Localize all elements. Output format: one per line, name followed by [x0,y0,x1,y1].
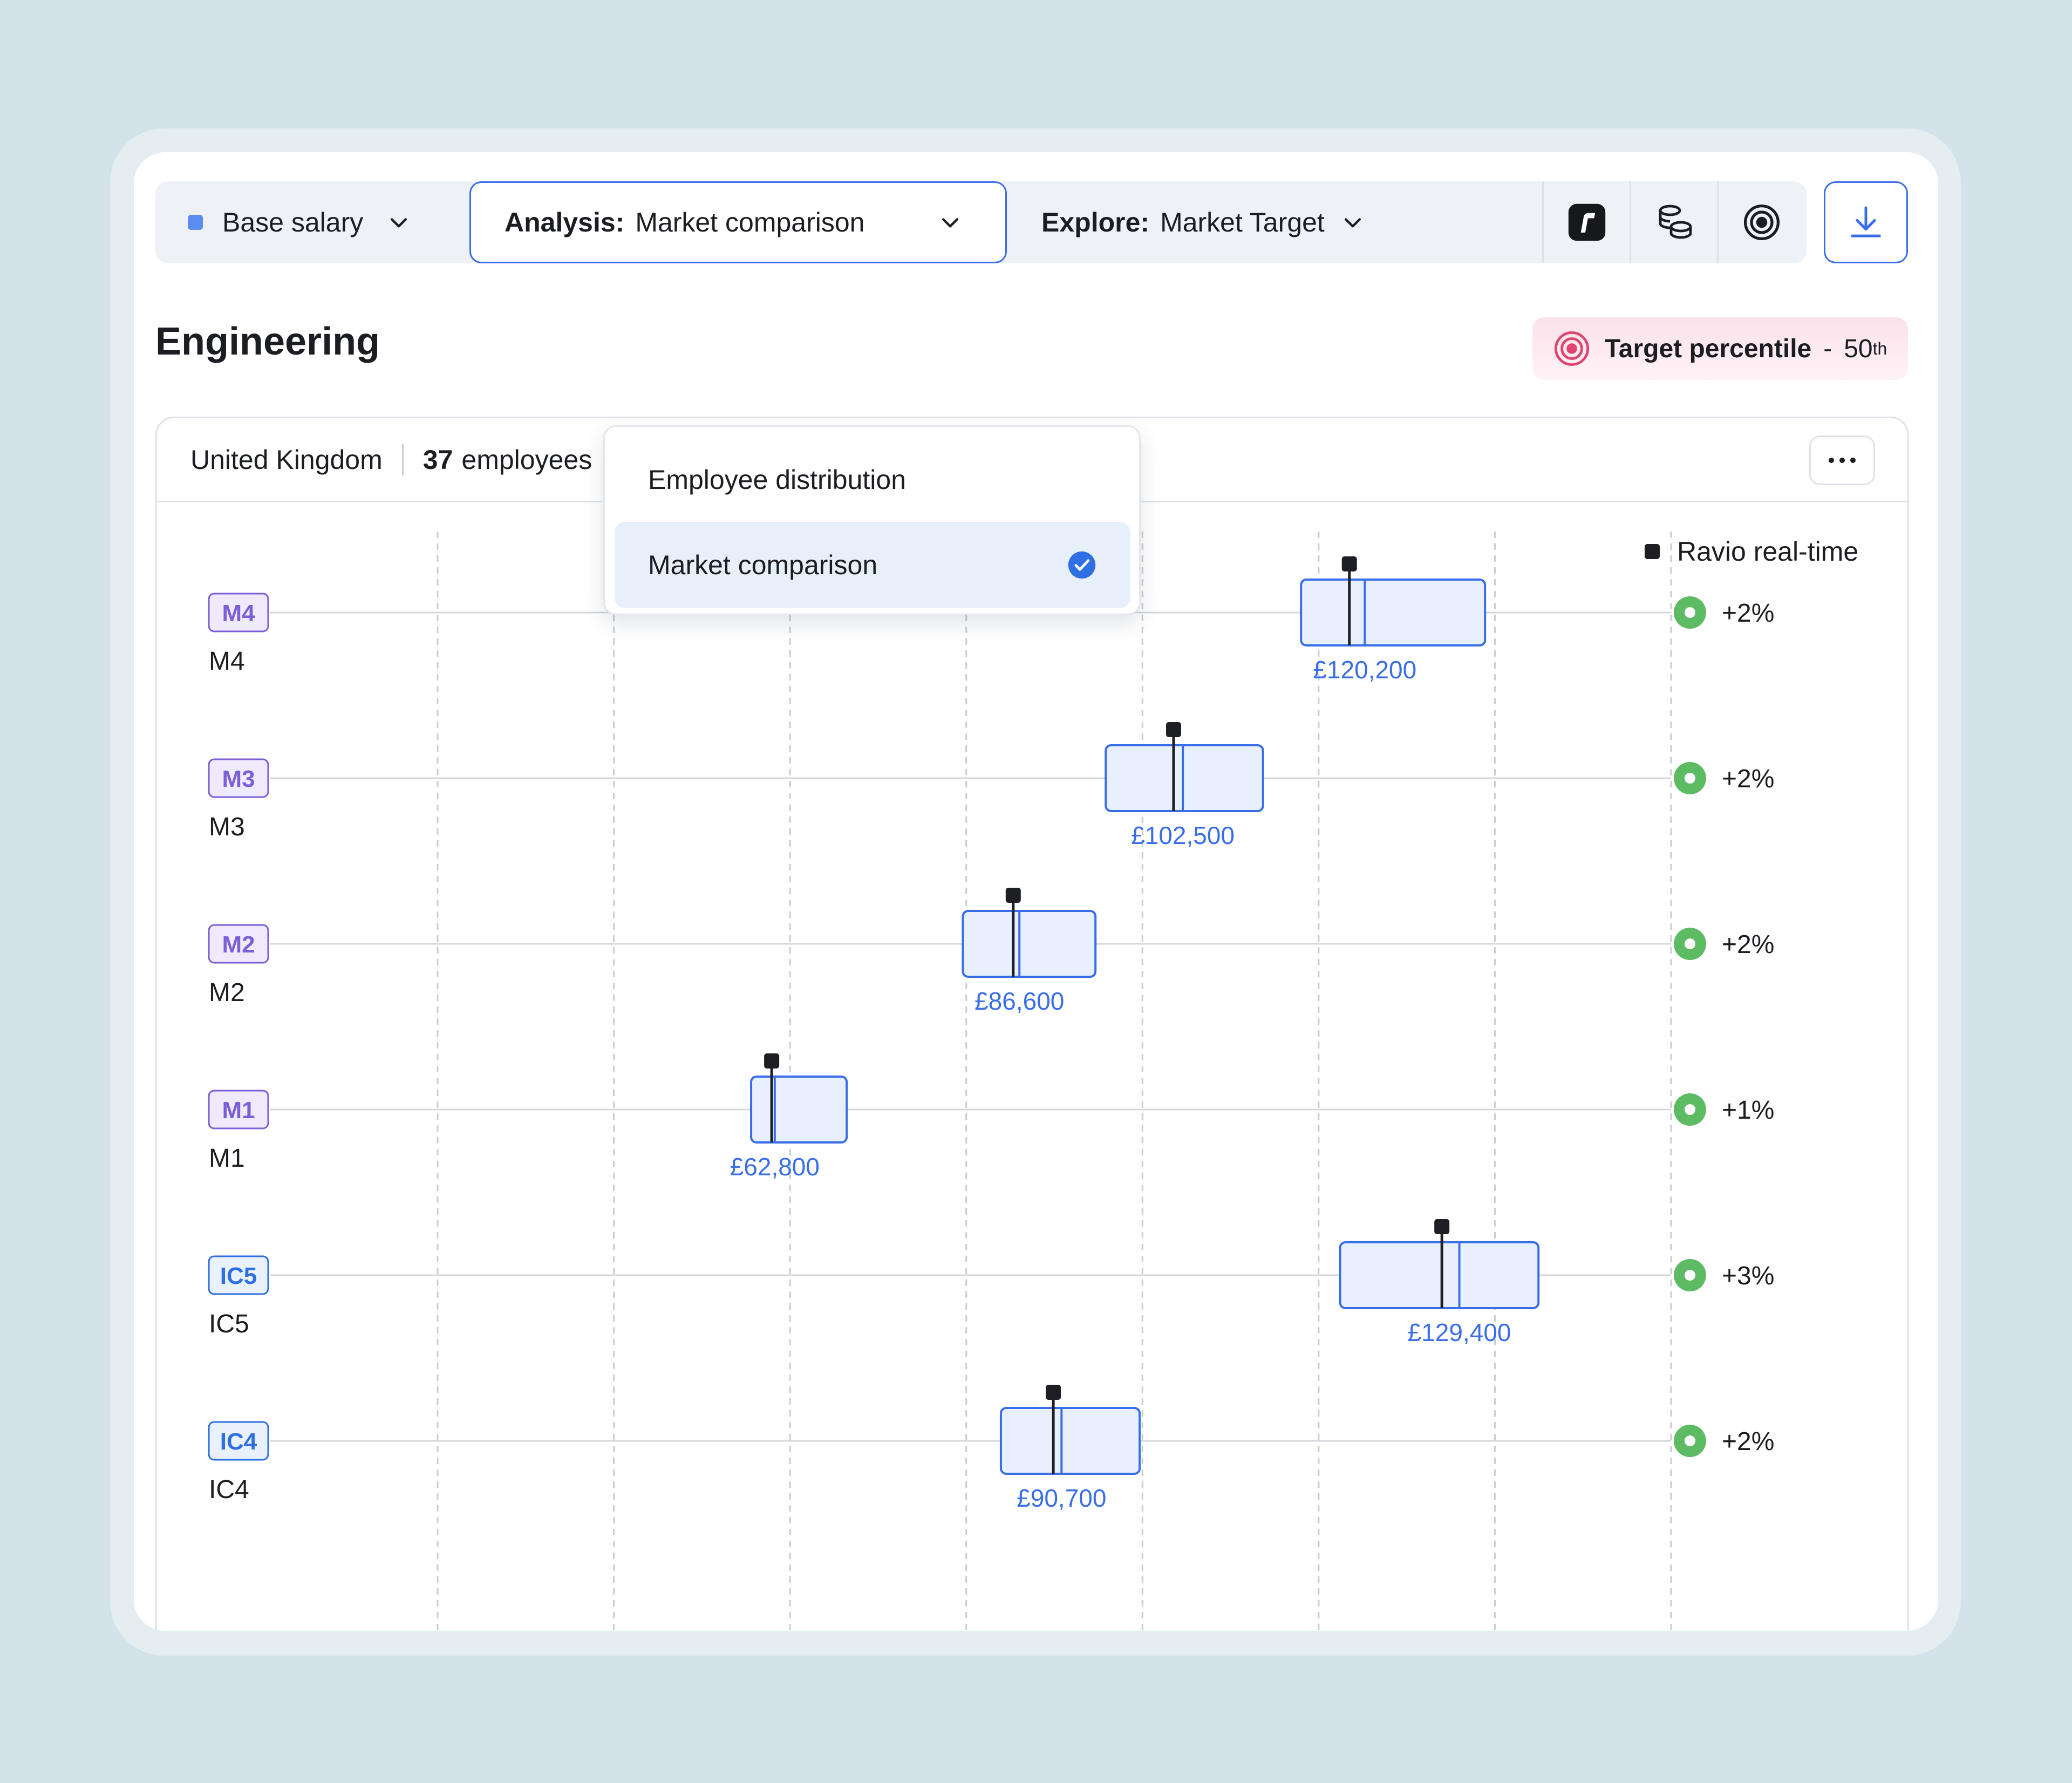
level-label: M4 [209,647,245,676]
delta-value: +1% [1722,1096,1774,1125]
toolbar: Base salary Analysis: Market comparison … [155,181,1807,263]
boxplot-chart: M4 M4 £120,200 +2% M3 M3 £102,500 +2% M2 M2 £86,60… [208,532,1774,1631]
box [1300,579,1487,646]
status-good-icon-dot [1685,607,1695,618]
chevron-down-icon [1344,218,1361,228]
download-button[interactable] [1824,181,1908,263]
metric-selector[interactable]: Base salary [188,181,411,263]
delta-value: +2% [1722,765,1774,793]
status-good-icon-dot [1685,1270,1695,1281]
employee-count: 37 [422,444,453,475]
level-label: IC4 [209,1475,249,1504]
chart-legend: Ravio real-time [1645,536,1858,567]
more-horizontal-icon [1829,458,1856,463]
target-suffix: th [1872,338,1887,358]
median-value-label: £120,200 [1313,656,1416,684]
dropdown-item-employee-distribution[interactable]: Employee distribution [615,437,1130,523]
analysis-prefix: Analysis: [505,207,625,237]
level-tag [208,758,269,798]
median-value-label: £102,500 [1131,821,1235,849]
level-label: M1 [209,1144,245,1173]
status-good-icon-dot [1685,1104,1695,1115]
coins-button[interactable] [1630,181,1717,263]
explore-selector[interactable]: Explore: Market Target [1041,181,1365,263]
app-card: Base salary Analysis: Market comparison … [134,152,1938,1631]
level-tag [208,924,269,964]
median-value-label: £62,800 [730,1153,820,1181]
explore-value: Market Target [1160,207,1325,237]
analysis-value: Market comparison [635,207,865,237]
level-tag-text: M2 [222,931,255,958]
more-options-button[interactable] [1809,435,1875,485]
country-label: United Kingdom [190,444,383,475]
legend-swatch [1645,544,1660,559]
level-tag-text: IC4 [220,1428,257,1455]
median-value-label: £90,700 [1017,1484,1106,1512]
box [999,1407,1141,1475]
coins-icon [1659,205,1692,239]
delta-value: +2% [1722,1427,1774,1456]
realtime-marker [1046,1385,1061,1400]
target-label: Target percentile [1605,334,1812,363]
realtime-marker [1166,722,1181,737]
analysis-dropdown-menu: Employee distribution Market comparison [603,425,1141,615]
level-tag [208,1421,269,1461]
header-divider [401,444,404,475]
box [1339,1241,1540,1309]
delta-value: +2% [1722,930,1774,959]
analysis-selector[interactable]: Analysis: Market comparison [469,181,1007,263]
status-good-icon-dot [1685,1435,1695,1446]
box [750,1076,848,1144]
chevron-down-icon [942,218,959,228]
level-tag-text: IC5 [220,1263,257,1289]
ravio-logo-icon [1568,203,1605,241]
level-tag [208,593,269,632]
realtime-marker [1005,888,1021,903]
box [962,910,1097,978]
target-icon [1554,331,1590,366]
status-good-icon-dot [1685,773,1695,784]
box [1105,744,1264,812]
level-tag [208,1090,269,1129]
chevron-down-icon [391,218,407,228]
median-value-label: £129,400 [1408,1318,1511,1346]
explore-prefix: Explore: [1041,207,1150,237]
dropdown-item-label: Market comparison [648,550,878,580]
realtime-marker [764,1053,780,1069]
target-value: 50 [1844,334,1873,363]
employee-word: employees [461,444,592,475]
download-icon [1851,206,1881,237]
chart-panel: United Kingdom 37 employees Ravio real-t… [155,417,1909,1631]
level-tag-text: M1 [222,1097,255,1124]
level-label: M3 [209,813,245,841]
dropdown-item-label: Employee distribution [648,465,906,495]
level-tag-text: M4 [222,600,255,627]
level-label: IC5 [209,1310,249,1338]
level-label: M2 [209,978,245,1007]
metric-label: Base salary [222,207,364,237]
target-icon [1743,204,1780,241]
ravio-source-button[interactable] [1542,181,1630,263]
delta-value: +2% [1722,599,1774,628]
check-circle-icon [1068,551,1096,579]
status-good-icon-dot [1685,938,1695,949]
legend-label: Ravio real-time [1677,536,1859,567]
realtime-marker [1341,556,1357,571]
realtime-marker [1434,1219,1450,1234]
level-tag-text: M3 [222,766,255,792]
target-separator: - [1823,334,1832,363]
level-tag [208,1255,269,1295]
median-value-label: £86,600 [974,987,1064,1015]
dropdown-item-market-comparison[interactable]: Market comparison [615,522,1130,608]
delta-value: +3% [1722,1262,1774,1290]
page-title: Engineering [155,320,380,363]
metric-color-dot [188,215,203,230]
target-button[interactable] [1717,181,1804,263]
